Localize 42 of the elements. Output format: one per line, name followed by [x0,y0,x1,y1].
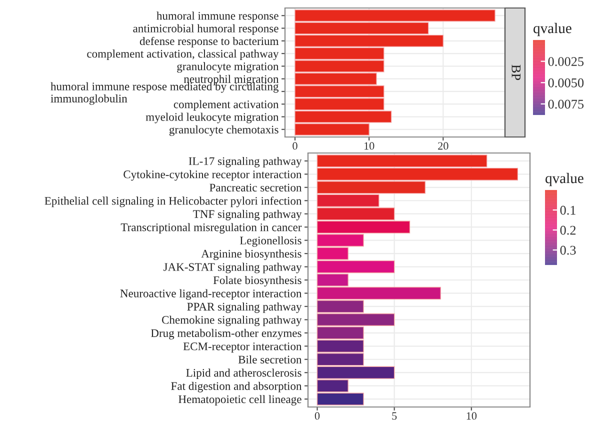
y-tick-label: Arginine biosynthesis [201,250,302,260]
y-tick-label: Fat digestion and absorption [171,382,302,392]
x-tick-label: 0 [314,412,320,420]
y-tick-label: JAK-STAT signaling pathway [164,262,302,274]
y-tick-label: Folate biosynthesis [213,276,302,286]
x-tick-label: 0 [292,142,298,150]
y-tick-label: IL-17 signaling pathway [188,156,302,168]
y-tick-label: myeloid leukocyte migration [146,112,279,124]
y-tick-label: Chemokine signaling pathway [162,316,302,326]
y-tick-label: ECM-receptor interaction [183,342,302,353]
y-tick-label: Neuroactive ligand-receptor interaction [120,289,302,300]
y-tick-label: TNF signaling pathway [193,210,302,220]
color-bar-label: 0.0025 [548,57,584,66]
color-bar-label: 0.0075 [548,100,584,109]
y-tick-label: Transcriptional misregulation in cancer [120,223,302,234]
y-tick-label: Legionellosis [240,236,302,247]
y-tick-label: Pancreatic secretion [210,184,302,192]
y-tick-label: complement activation [174,100,279,111]
x-tick-label: 20 [438,142,448,150]
y-tick-label: humoral immune response [156,12,278,22]
y-tick-label: Drug metabolism-other enzymes [150,328,302,340]
y-tick-label: antimicrobial humoral response [133,24,278,35]
y-tick-label: PPAR signaling pathway [187,302,302,313]
color-bar-label: 0.0050 [548,78,584,88]
x-tick-label: 5 [392,412,397,420]
color-bar-label: 0.2 [560,226,576,235]
y-tick-label: Lipid and atherosclerosis [186,368,302,380]
y-tick-label: granulocyte migration [177,62,279,73]
text: BP [512,64,520,80]
x-tick-label: 10 [466,412,477,420]
color-bar-label: 0.3 [560,246,576,255]
y-tick-label: Hematopoietic cell lineage [178,395,302,406]
y-tick-label: Epithelial cell signaling in Helicobacter pylori infection [44,196,302,208]
color-bar-title: qvalue [546,172,584,186]
y-tick-label: granulocyte chemotaxis [169,125,278,136]
x-tick-label: 10 [364,142,374,150]
color-bar-title: qvalue [534,22,572,36]
y-tick-label: defense response to bacterium [140,36,279,48]
y-tick-label: Bile secretion [238,355,302,364]
color-bar-label: 0.1 [560,206,576,215]
y-tick-label: complement activation, classical pathway [87,50,279,60]
y-tick-label: Cytokine-cytokine receptor interaction [124,170,302,181]
